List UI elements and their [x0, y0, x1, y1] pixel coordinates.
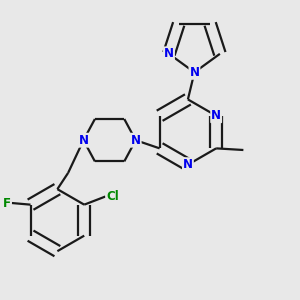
Text: N: N	[79, 134, 88, 147]
Text: N: N	[211, 109, 221, 122]
Text: F: F	[3, 196, 11, 209]
Text: N: N	[131, 134, 141, 147]
Text: N: N	[164, 47, 174, 60]
Text: Cl: Cl	[106, 190, 119, 203]
Text: N: N	[183, 158, 193, 171]
Text: N: N	[189, 66, 200, 79]
